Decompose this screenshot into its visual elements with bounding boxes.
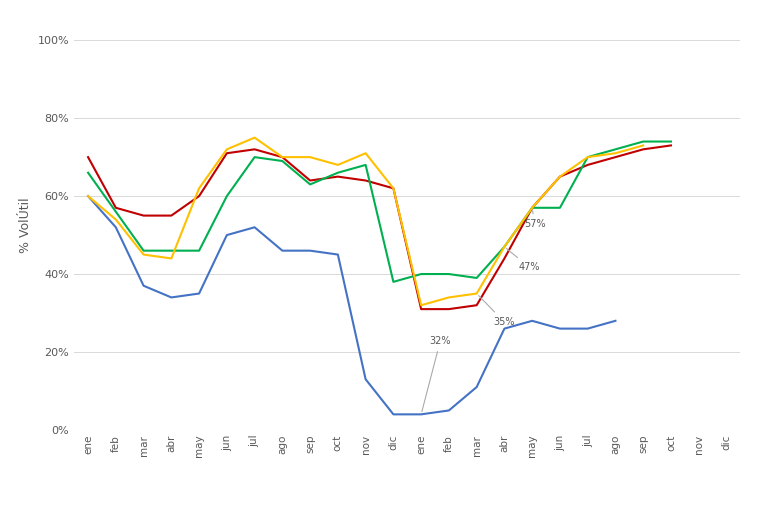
Line: 1991-1992: 1991-1992 — [88, 196, 615, 414]
1991-1992 — [278, 248, 287, 254]
2015-2016 — [472, 275, 481, 281]
1997-1998 — [139, 212, 148, 219]
1997-1998 — [416, 306, 425, 312]
2015-2016 — [666, 138, 675, 145]
2015-2016 — [250, 154, 259, 160]
1997-1998 — [223, 150, 232, 156]
1997-1998 — [472, 302, 481, 308]
2015-2016 — [111, 209, 120, 215]
2019-2020 — [250, 135, 259, 141]
Line: 2015-2016: 2015-2016 — [88, 141, 671, 282]
1997-1998 — [306, 177, 315, 183]
2015-2016 — [167, 248, 176, 254]
1997-1998 — [389, 185, 398, 192]
2015-2016 — [83, 169, 92, 176]
1997-1998 — [611, 154, 620, 160]
1997-1998 — [500, 255, 509, 262]
1991-1992 — [416, 411, 425, 418]
1997-1998 — [666, 142, 675, 149]
1991-1992 — [556, 325, 565, 332]
1991-1992 — [528, 318, 537, 324]
2015-2016 — [389, 279, 398, 285]
2019-2020 — [583, 154, 592, 160]
1991-1992 — [333, 251, 342, 257]
1997-1998 — [111, 205, 120, 211]
1991-1992 — [611, 318, 620, 324]
2015-2016 — [278, 158, 287, 164]
2019-2020 — [167, 255, 176, 262]
2019-2020 — [500, 243, 509, 250]
1991-1992 — [223, 232, 232, 238]
2015-2016 — [556, 205, 565, 211]
2019-2020 — [223, 146, 232, 152]
1997-1998 — [361, 177, 370, 183]
1991-1992 — [444, 407, 453, 413]
1991-1992 — [361, 376, 370, 382]
1997-1998 — [333, 174, 342, 180]
Text: 32%: 32% — [422, 336, 451, 412]
2019-2020 — [306, 154, 315, 160]
2015-2016 — [500, 243, 509, 250]
2015-2016 — [416, 271, 425, 277]
Text: 35%: 35% — [478, 296, 515, 327]
1991-1992 — [500, 325, 509, 332]
1991-1992 — [83, 193, 92, 199]
2015-2016 — [611, 146, 620, 152]
2015-2016 — [139, 248, 148, 254]
2015-2016 — [306, 181, 315, 188]
2019-2020 — [139, 251, 148, 257]
2015-2016 — [583, 154, 592, 160]
Text: 57%: 57% — [524, 210, 546, 229]
2015-2016 — [195, 248, 204, 254]
1991-1992 — [389, 411, 398, 418]
1991-1992 — [306, 248, 315, 254]
1997-1998 — [83, 154, 92, 160]
1997-1998 — [278, 154, 287, 160]
1997-1998 — [639, 146, 648, 152]
1991-1992 — [250, 224, 259, 231]
2019-2020 — [195, 185, 204, 192]
2019-2020 — [444, 294, 453, 300]
1991-1992 — [139, 283, 148, 289]
2019-2020 — [361, 150, 370, 156]
Y-axis label: % VolÚtil: % VolÚtil — [19, 197, 32, 253]
2019-2020 — [333, 162, 342, 168]
2019-2020 — [639, 142, 648, 149]
2015-2016 — [361, 162, 370, 168]
Text: 47%: 47% — [506, 249, 540, 272]
2019-2020 — [111, 217, 120, 223]
1991-1992 — [111, 224, 120, 231]
2019-2020 — [83, 193, 92, 199]
1991-1992 — [472, 384, 481, 390]
2019-2020 — [556, 174, 565, 180]
1997-1998 — [195, 193, 204, 199]
2019-2020 — [416, 302, 425, 308]
2015-2016 — [223, 193, 232, 199]
2015-2016 — [333, 169, 342, 176]
2019-2020 — [472, 291, 481, 297]
1991-1992 — [583, 325, 592, 332]
2019-2020 — [389, 185, 398, 192]
1997-1998 — [444, 306, 453, 312]
1997-1998 — [583, 162, 592, 168]
2015-2016 — [639, 138, 648, 145]
2019-2020 — [611, 150, 620, 156]
1997-1998 — [556, 174, 565, 180]
Line: 2019-2020: 2019-2020 — [88, 138, 643, 305]
1991-1992 — [167, 294, 176, 300]
1997-1998 — [528, 205, 537, 211]
Line: 1997-1998: 1997-1998 — [88, 146, 671, 309]
1997-1998 — [167, 212, 176, 219]
2015-2016 — [444, 271, 453, 277]
1997-1998 — [250, 146, 259, 152]
2015-2016 — [528, 205, 537, 211]
2019-2020 — [528, 205, 537, 211]
2019-2020 — [278, 154, 287, 160]
1991-1992 — [195, 291, 204, 297]
